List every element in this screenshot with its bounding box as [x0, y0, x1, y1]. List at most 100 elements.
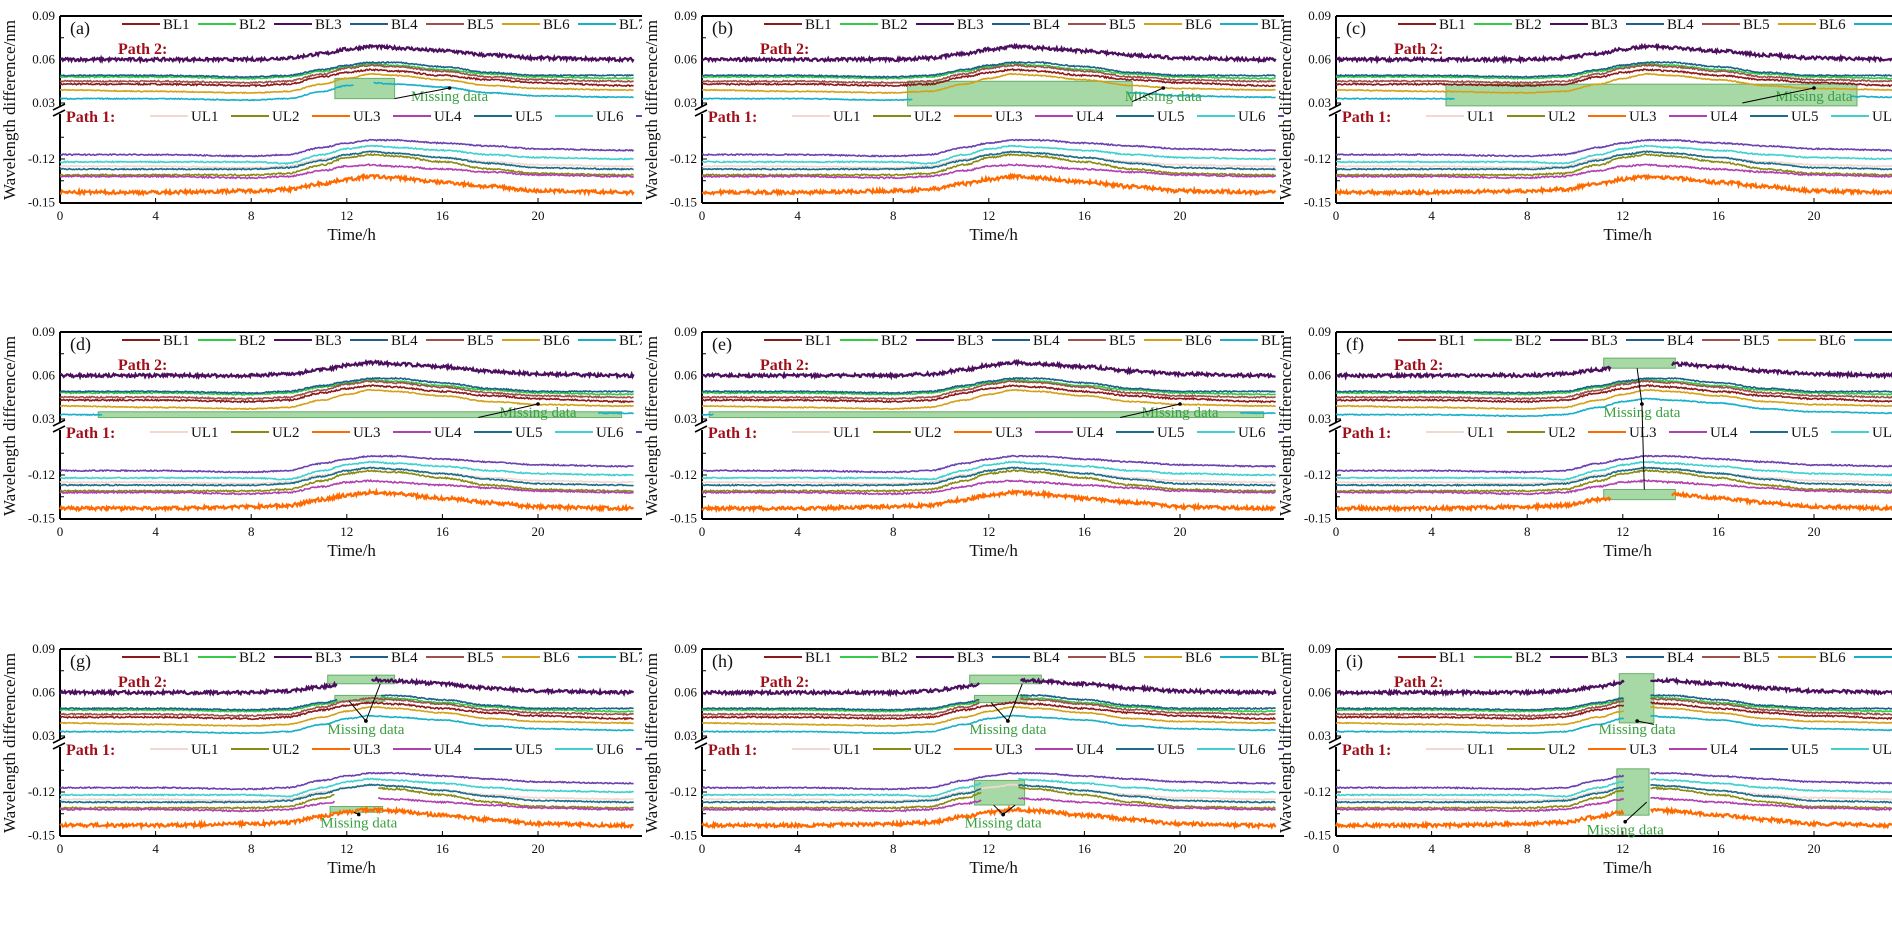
y-tick-label: 0.06 [32, 685, 55, 700]
legend-label-bl5: BL5 [1109, 17, 1136, 33]
path2-label: Path 2: [118, 41, 167, 58]
y-tick-label: -0.12 [1304, 467, 1331, 482]
missing-data-label: Missing data [969, 722, 1046, 738]
y-tick-label: 0.06 [674, 52, 697, 67]
panel-label: (f) [1346, 334, 1364, 355]
arrow-head-icon [536, 402, 540, 406]
arrow-head-icon [1001, 813, 1005, 817]
y-tick-label: -0.12 [28, 784, 55, 799]
x-tick-label: 0 [699, 208, 706, 223]
missing-data-label: Missing data [320, 815, 397, 831]
x-tick-label: 16 [1078, 208, 1092, 223]
legend-label-bl3: BL3 [315, 650, 342, 666]
series-line-bl4 [702, 378, 1276, 394]
legend-label-ul4: UL4 [434, 742, 462, 758]
legend-label-bl2: BL2 [881, 333, 908, 349]
legend-label-bl1: BL1 [1439, 650, 1466, 666]
missing-data-label: Missing data [1599, 722, 1676, 738]
legend-label-ul6: UL6 [1238, 425, 1266, 441]
legend-label-ul1: UL1 [1467, 425, 1495, 441]
legend-label-bl5: BL5 [1109, 650, 1136, 666]
panel-label: (h) [712, 651, 733, 672]
legend-label-bl1: BL1 [805, 333, 832, 349]
legend-label-bl4: BL4 [1667, 333, 1694, 349]
path2-label: Path 2: [118, 674, 167, 691]
series-line-bl7 [1850, 96, 1892, 98]
missing-data-label: Missing data [965, 815, 1042, 831]
legend-label-bl5: BL5 [1743, 333, 1770, 349]
path2-label: Path 2: [1394, 674, 1443, 691]
legend-label-ul3: UL3 [1629, 742, 1657, 758]
legend-label-bl2: BL2 [239, 17, 266, 33]
x-tick-label: 12 [340, 524, 353, 539]
x-tick-label: 16 [1078, 841, 1092, 856]
legend-label-ul5: UL5 [1157, 425, 1185, 441]
y-axis-label: Wavelength difference/nm [1276, 336, 1295, 516]
series-line-bl7 [1240, 413, 1275, 414]
arrow-head-icon [1640, 402, 1644, 406]
x-tick-label: 20 [532, 208, 545, 223]
x-tick-label: 12 [982, 524, 995, 539]
y-tick-label: 0.09 [674, 8, 697, 23]
y-tick-label: 0.06 [32, 52, 55, 67]
y-tick-label: 0.03 [674, 411, 697, 426]
x-tick-label: 8 [1524, 841, 1531, 856]
x-tick-label: 12 [982, 208, 995, 223]
legend-label-ul4: UL4 [1710, 425, 1738, 441]
x-tick-label: 4 [152, 841, 159, 856]
panel-label: (a) [70, 18, 90, 39]
panel-label: (d) [70, 334, 91, 355]
x-tick-label: 0 [57, 841, 64, 856]
legend-label-bl4: BL4 [391, 650, 418, 666]
legend-label-ul2: UL2 [1548, 742, 1576, 758]
panel-label: (i) [1346, 651, 1363, 672]
missing-data-label: Missing data [1125, 89, 1202, 105]
legend-label-ul5: UL5 [515, 109, 543, 125]
x-tick-label: 20 [1174, 841, 1187, 856]
x-tick-label: 4 [1428, 841, 1435, 856]
legend-label-bl6: BL6 [1185, 650, 1212, 666]
legend-label-bl1: BL1 [163, 17, 190, 33]
panel-label: (b) [712, 18, 733, 39]
y-tick-label: 0.09 [1308, 641, 1331, 656]
arrow-head-icon [1178, 402, 1182, 406]
y-tick-label: 0.06 [1308, 368, 1331, 383]
arrow-head-icon [364, 719, 368, 723]
x-axis-label: Time/h [1603, 858, 1652, 877]
x-tick-label: 20 [1808, 524, 1821, 539]
x-tick-label: 16 [1712, 841, 1726, 856]
series-line-bl3 [372, 678, 634, 694]
y-tick-label: -0.12 [1304, 784, 1331, 799]
legend-label-ul5: UL5 [1157, 109, 1185, 125]
series-line-bl4 [1336, 698, 1624, 710]
legend-label-ul1: UL1 [1467, 109, 1495, 125]
series-line-ul3 [60, 175, 634, 194]
legend-label-ul4: UL4 [434, 425, 462, 441]
legend-label-ul1: UL1 [833, 425, 861, 441]
series-line-bl3 [702, 684, 979, 694]
series-line-bl2 [60, 701, 337, 712]
legend-label-ul6: UL6 [1238, 742, 1266, 758]
y-tick-label: 0.09 [1308, 324, 1331, 339]
legend-label-ul6: UL6 [1872, 425, 1892, 441]
series-line-bl2 [702, 380, 1276, 395]
x-tick-label: 0 [1333, 208, 1340, 223]
y-tick-label: -0.12 [28, 467, 55, 482]
missing-data-box [1604, 490, 1676, 500]
legend-label-ul1: UL1 [833, 109, 861, 125]
legend-label-bl4: BL4 [391, 333, 418, 349]
series-line-bl3 [1336, 367, 1610, 377]
x-tick-label: 16 [436, 841, 450, 856]
legend-label-ul2: UL2 [272, 425, 300, 441]
series-line-ul7 [1336, 456, 1892, 473]
y-tick-label: -0.12 [28, 151, 55, 166]
legend-label-bl6: BL6 [1819, 17, 1846, 33]
legend-label-ul1: UL1 [191, 742, 219, 758]
legend-label-bl4: BL4 [1033, 333, 1060, 349]
legend-label-bl6: BL6 [543, 333, 570, 349]
panel-label: (e) [712, 334, 732, 355]
x-tick-label: 4 [794, 208, 801, 223]
legend-label-ul3: UL3 [995, 425, 1023, 441]
legend-label-ul5: UL5 [1157, 742, 1185, 758]
missing-data-box [1604, 358, 1676, 368]
